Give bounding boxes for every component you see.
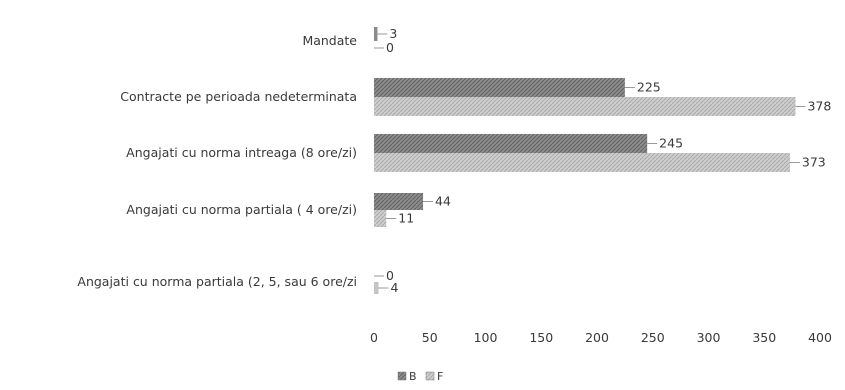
bar-f: [374, 153, 790, 172]
data-label: 44: [435, 194, 451, 209]
x-tick-label: 200: [585, 330, 609, 345]
leader-lines: [374, 33, 806, 289]
category-labels: Mandate Contracte pe perioada nedetermina…: [77, 33, 357, 289]
data-label: 225: [637, 80, 661, 95]
category-label: Angajati cu norma partiala (2, 5, sau 6 …: [77, 274, 357, 289]
legend-label-f: F: [437, 370, 443, 383]
x-tick-label: 250: [641, 330, 665, 345]
x-tick-label: 50: [422, 330, 438, 345]
category-label: Contracte pe perioada nedeterminata: [120, 89, 357, 104]
legend-label-b: B: [409, 370, 417, 383]
bar-f-thin: [374, 282, 379, 294]
legend-swatch-f: [425, 371, 435, 381]
bar-f: [374, 210, 387, 227]
bar-b: [374, 78, 625, 97]
bar-b: [374, 193, 424, 210]
category-label: Angajati cu norma partiala ( 4 ore/zi): [126, 202, 357, 217]
x-tick-label: 0: [370, 330, 378, 345]
data-label: 245: [659, 136, 683, 151]
bar-f: [374, 97, 796, 116]
data-label: 4: [390, 280, 398, 295]
x-tick-label: 300: [697, 330, 721, 345]
data-label: 3: [389, 26, 397, 41]
x-axis-ticks: 0 50 100 150 200 250 300 350 400: [370, 330, 832, 345]
category-label: Mandate: [302, 33, 357, 48]
data-label: 373: [802, 155, 826, 170]
bar-b: [374, 134, 648, 153]
data-label: 0: [386, 40, 394, 55]
category-label: Angajati cu norma intreaga (8 ore/zi): [126, 145, 357, 160]
data-label: 0: [386, 268, 394, 283]
data-label: 11: [398, 211, 414, 226]
x-tick-label: 400: [808, 330, 832, 345]
bars: [374, 27, 796, 294]
data-label: 378: [807, 99, 831, 114]
bar-b-thin: [374, 27, 378, 41]
legend-swatch-b: [397, 371, 407, 381]
x-tick-label: 150: [529, 330, 553, 345]
x-tick-label: 100: [474, 330, 498, 345]
x-tick-label: 350: [752, 330, 776, 345]
